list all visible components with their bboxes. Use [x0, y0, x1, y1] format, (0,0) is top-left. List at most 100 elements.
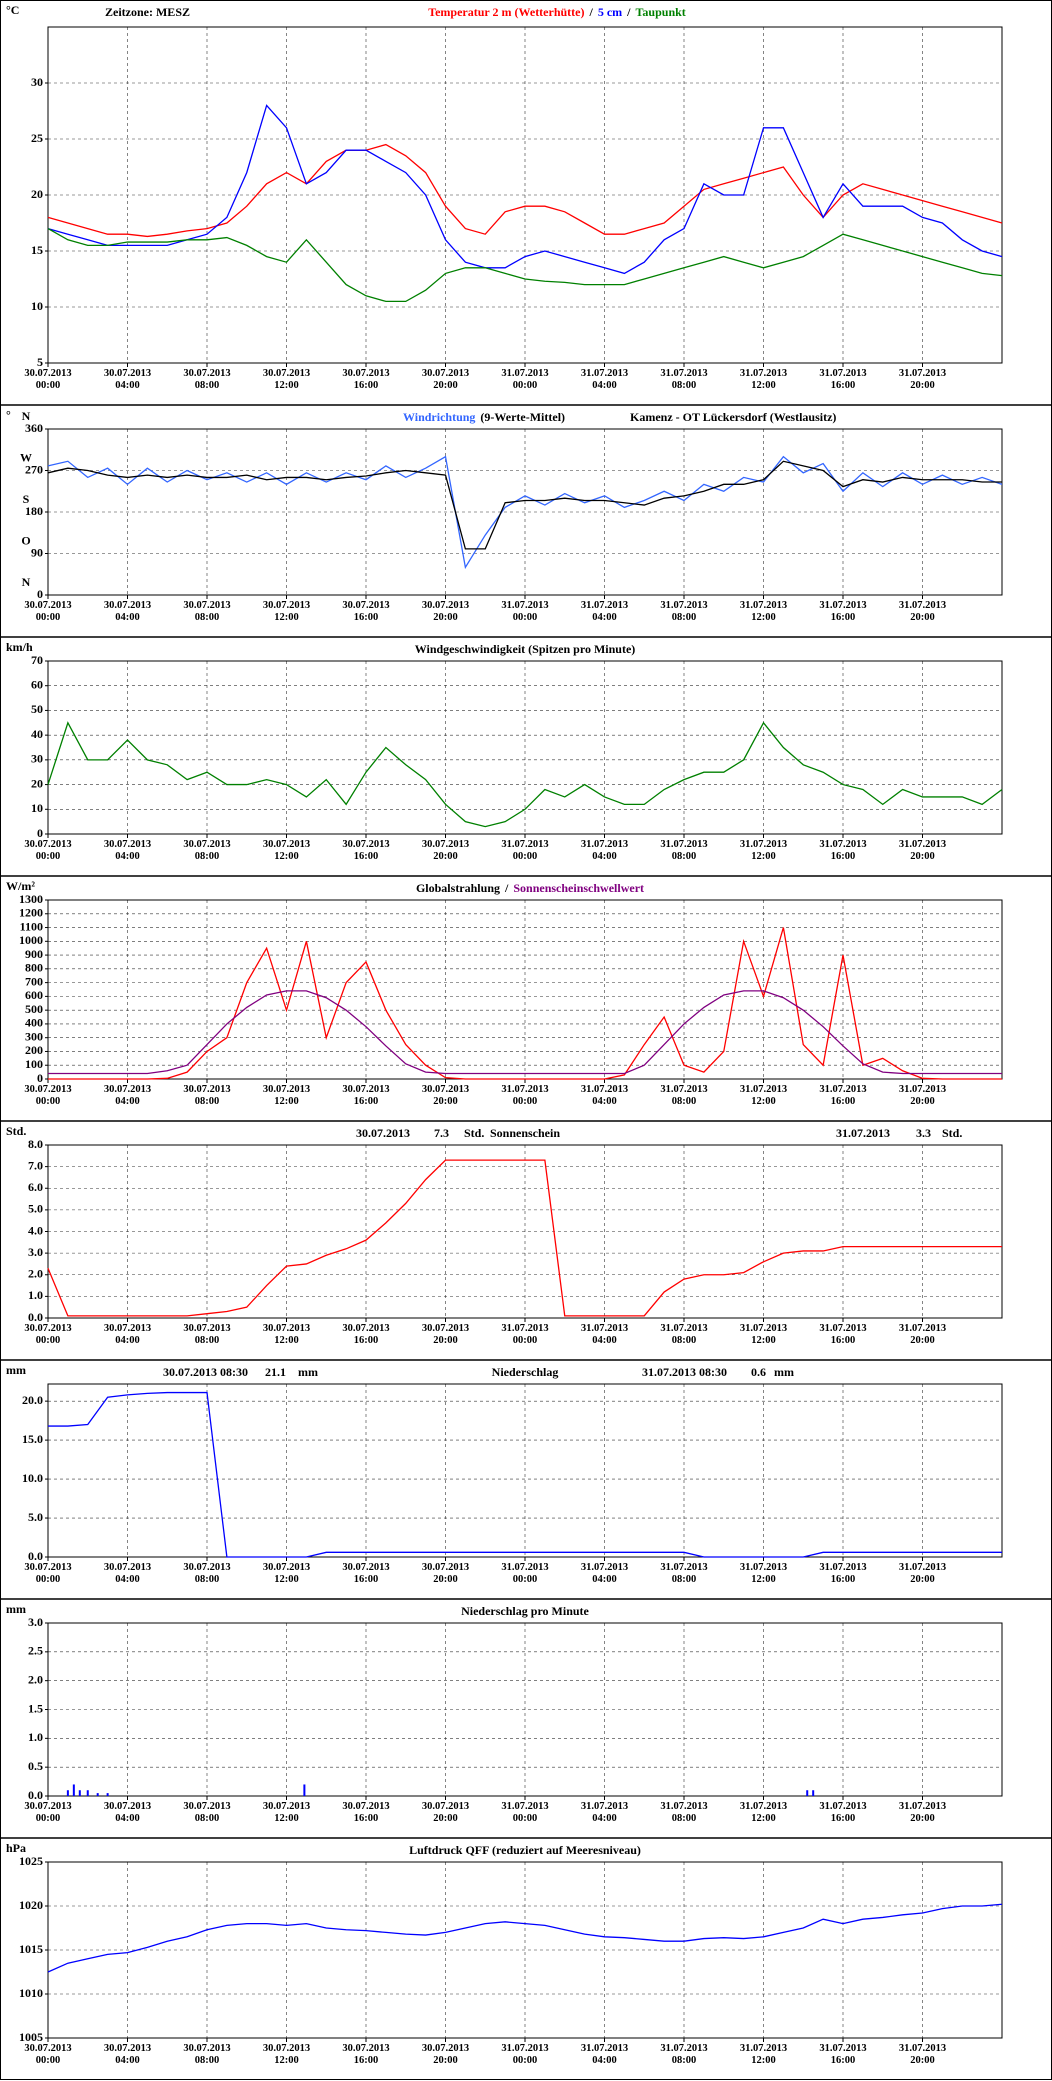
annotation: Std.: [464, 1126, 484, 1140]
y-tick-label: 7.0: [28, 1158, 43, 1172]
y-tick-label: 270: [25, 462, 43, 476]
annotation: 3.3: [916, 1126, 931, 1140]
x-tick-label: 31.07.2013 08:00: [660, 1084, 708, 1107]
x-tick-label: 30.07.2013 08:00: [183, 600, 231, 623]
x-tick-label: 30.07.2013 20:00: [421, 600, 470, 623]
x-tick-label: 30.07.2013 00:00: [24, 368, 72, 391]
y-tick-label: 5.0: [28, 1202, 43, 1216]
y-tick-label: 600: [25, 988, 43, 1002]
x-tick-label: 30.07.2013 00:00: [24, 1562, 72, 1585]
x-tick-label: 31.07.2013 20:00: [898, 600, 947, 623]
x-tick-label: 31.07.2013 00:00: [501, 2043, 549, 2066]
x-tick-label: 30.07.2013 00:00: [24, 600, 72, 623]
x-tick-label: 30.07.2013 16:00: [342, 839, 390, 862]
y-tick-label: 500: [25, 1002, 43, 1016]
unit-label: Std.: [6, 1124, 26, 1138]
x-tick-label: 30.07.2013 00:00: [24, 1084, 72, 1107]
y-tick-label: 1005: [19, 2030, 43, 2044]
x-tick-label: 30.07.2013 04:00: [103, 1801, 152, 1824]
y-tick-letter: S: [23, 492, 30, 506]
y-tick-label: 1200: [19, 906, 43, 920]
y-tick-label: 300: [25, 1029, 43, 1043]
x-tick-label: 31.07.2013 00:00: [501, 600, 549, 623]
bar: [66, 1790, 69, 1796]
x-tick-label: 30.07.2013 16:00: [342, 1084, 390, 1107]
y-tick-label: 25: [31, 131, 43, 145]
y-tick-label: 0: [37, 587, 43, 601]
y-tick-label: 0.5: [28, 1759, 43, 1773]
x-tick-label: 30.07.2013 08:00: [183, 839, 231, 862]
y-tick-label: 400: [25, 1016, 43, 1030]
legend: Globalstrahlung / Sonnenscheinschwellwert: [416, 881, 644, 895]
y-tick-label: 20: [31, 776, 43, 790]
annotation: 31.07.2013: [836, 1126, 890, 1140]
x-tick-label: 30.07.2013 00:00: [24, 1323, 72, 1346]
x-tick-label: 31.07.2013 16:00: [819, 600, 867, 623]
y-tick-label: 3.0: [28, 1615, 43, 1629]
chart-title: Luftdruck QFF (reduziert auf Meeresnivea…: [409, 1843, 641, 1857]
x-tick-label: 31.07.2013 12:00: [739, 839, 788, 862]
x-tick-label: 31.07.2013 20:00: [898, 839, 947, 862]
x-tick-label: 30.07.2013 08:00: [183, 1323, 231, 1346]
y-tick-label: 1.0: [28, 1730, 43, 1744]
data-line: [47, 460, 1002, 550]
y-tick-label: 1.5: [28, 1701, 43, 1715]
y-tick-label: 30: [31, 752, 43, 766]
y-tick-label: 3.0: [28, 1245, 43, 1259]
annotation: 21.1: [265, 1365, 286, 1379]
x-tick-label: 31.07.2013 12:00: [739, 1323, 788, 1346]
data-line: [47, 721, 1003, 828]
y-tick-label: 1025: [19, 1854, 43, 1868]
x-tick-label: 31.07.2013 16:00: [819, 1084, 867, 1107]
x-tick-label: 30.07.2013 16:00: [342, 2043, 390, 2066]
x-tick-label: 30.07.2013 12:00: [262, 600, 311, 623]
y-tick-label: 360: [25, 421, 43, 435]
plot-frame: [47, 26, 1003, 364]
data-line: [48, 990, 1002, 1075]
x-tick-label: 31.07.2013 04:00: [580, 1801, 629, 1824]
y-tick-label: 700: [25, 974, 43, 988]
x-tick-label: 30.07.2013 20:00: [421, 2043, 470, 2066]
x-tick-label: 30.07.2013 04:00: [103, 1562, 152, 1585]
x-tick-label: 30.07.2013 20:00: [421, 1562, 470, 1585]
x-tick-label: 30.07.2013 08:00: [183, 2043, 231, 2066]
y-tick-label: 8.0: [28, 1137, 43, 1151]
x-tick-label: 31.07.2013 20:00: [898, 1084, 947, 1107]
legend-separator: /: [626, 5, 631, 19]
x-tick-label: 31.07.2013 16:00: [819, 2043, 867, 2066]
y-tick-label: 1100: [20, 919, 43, 933]
y-tick-label: 10.0: [22, 1471, 43, 1485]
bar: [812, 1790, 815, 1796]
x-tick-label: 31.07.2013 04:00: [580, 1323, 629, 1346]
x-tick-label: 31.07.2013 08:00: [660, 2043, 708, 2066]
x-tick-label: 30.07.2013 12:00: [262, 1801, 311, 1824]
y-tick-label: 180: [25, 504, 43, 518]
y-tick-label: 1020: [19, 1898, 43, 1912]
x-tick-label: 30.07.2013 04:00: [103, 600, 152, 623]
annotation: Std.: [942, 1126, 962, 1140]
x-tick-label: 30.07.2013 16:00: [342, 600, 390, 623]
x-tick-label: 31.07.2013 08:00: [660, 1801, 708, 1824]
data-line: [47, 455, 1003, 570]
annotation: mm: [774, 1365, 794, 1379]
plot-frame: [47, 1144, 1003, 1319]
x-tick-label: 30.07.2013 08:00: [183, 1084, 231, 1107]
x-tick-label: 30.07.2013 20:00: [421, 839, 470, 862]
chart-title: Niederschlag pro Minute: [461, 1604, 589, 1618]
unit-label: hPa: [6, 1841, 26, 1855]
legend-entry: Windrichtung: [403, 410, 475, 424]
legend-separator: /: [589, 5, 594, 19]
legend-entry: Taupunkt: [636, 5, 686, 19]
x-tick-label: 30.07.2013 20:00: [421, 368, 470, 391]
data-line: [47, 1903, 1003, 1973]
x-tick-label: 31.07.2013 04:00: [580, 368, 629, 391]
y-tick-label: 0: [37, 1071, 43, 1085]
y-tick-label: 2.0: [28, 1672, 43, 1686]
y-tick-letter: N: [22, 575, 31, 589]
y-tick-letter: W: [20, 450, 32, 464]
y-tick-label: 60: [31, 677, 43, 691]
x-tick-label: 31.07.2013 08:00: [660, 368, 708, 391]
x-tick-label: 31.07.2013 00:00: [501, 368, 549, 391]
x-tick-label: 30.07.2013 12:00: [262, 1562, 311, 1585]
